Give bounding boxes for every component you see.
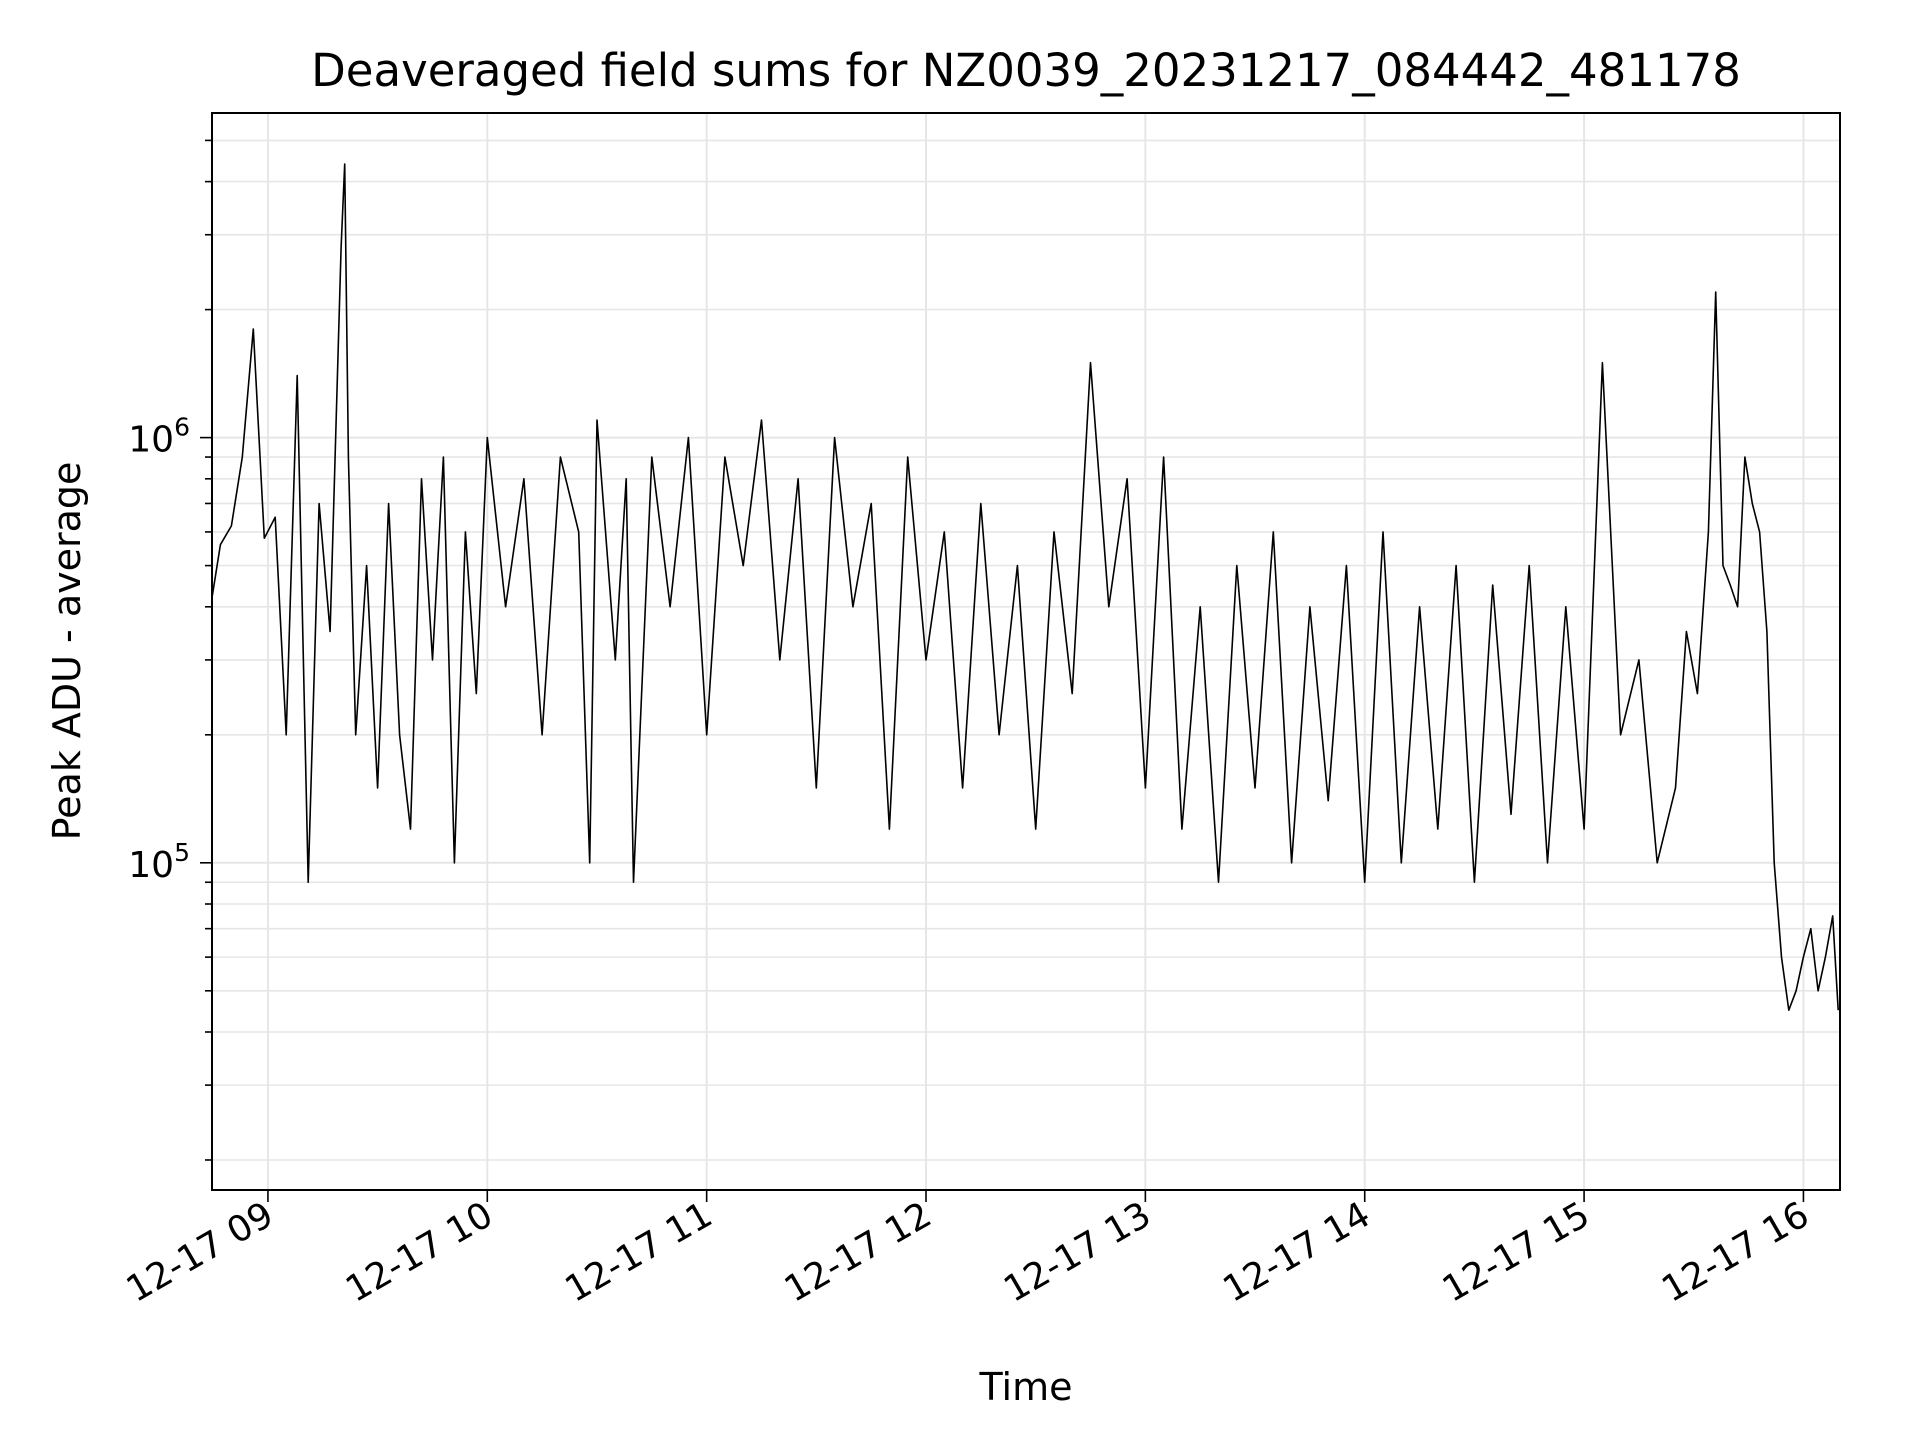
y-tick-label: 105	[128, 838, 190, 886]
y-tick-label: 106	[128, 413, 190, 461]
grid	[212, 113, 1840, 1190]
plot-frame	[211, 112, 1841, 1191]
y-axis: 105 106	[128, 139, 212, 1161]
chart-title: Deaveraged field sums for NZ0039_2023121…	[311, 44, 1741, 97]
x-axis-label: Time	[979, 1365, 1073, 1409]
plot-area	[211, 163, 1839, 1012]
series-line	[211, 163, 1839, 1012]
y-axis-label: Peak ADU - average	[45, 462, 89, 841]
